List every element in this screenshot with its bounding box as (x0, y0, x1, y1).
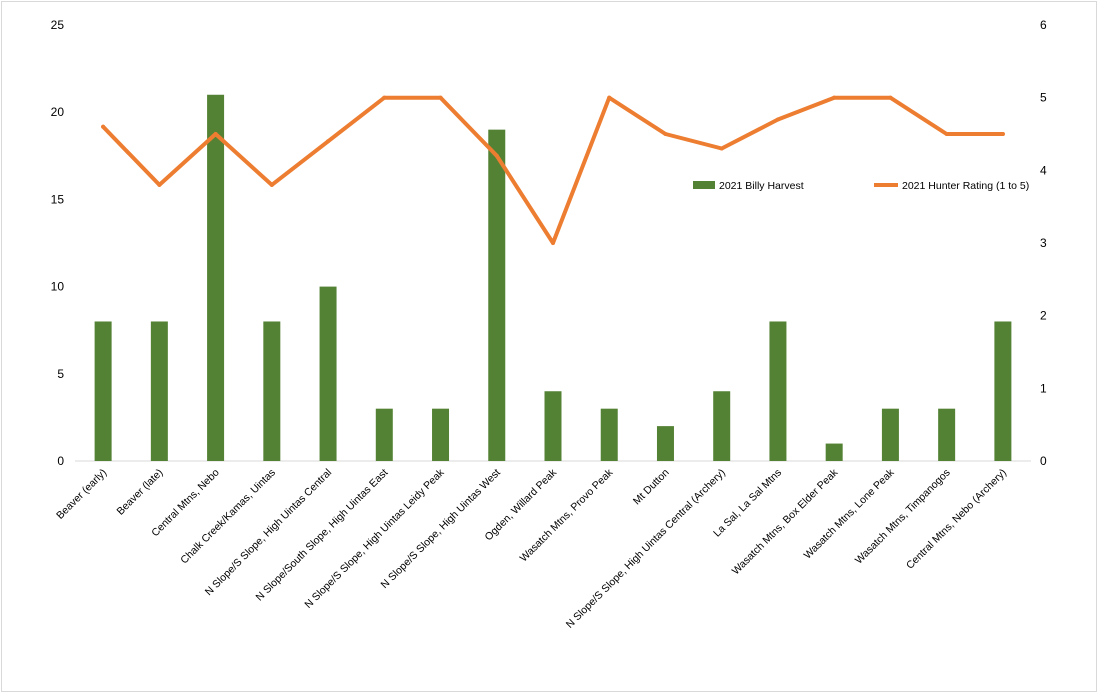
left-axis-tick-label: 25 (51, 18, 65, 32)
rating-point (326, 139, 331, 144)
bar (600, 408, 618, 461)
rating-point (832, 95, 837, 100)
right-axis-tick-label: 4 (1040, 163, 1047, 177)
bar (375, 408, 393, 461)
bar (263, 321, 281, 461)
legend: 2021 Billy Harvest 2021 Hunter Rating (1… (693, 180, 1029, 192)
bar (488, 129, 506, 461)
left-axis-tick-label: 20 (51, 105, 65, 119)
category-label: Central Mtns, Nebo (Archery) (904, 467, 1009, 572)
category-label: Beaver (late) (114, 467, 165, 518)
rating-point (551, 241, 555, 245)
left-axis: 0 5 10 15 20 25 (51, 18, 65, 468)
left-axis-tick-label: 10 (51, 280, 65, 294)
left-axis-tick-label: 5 (57, 367, 64, 381)
category-label: Mt Dutton (631, 467, 672, 508)
right-axis-tick-label: 1 (1040, 381, 1047, 395)
category-label: Chalk Creek/Kamas, Uintas (178, 467, 278, 567)
rating-point (944, 132, 949, 136)
bar (769, 321, 787, 461)
bar (94, 321, 112, 461)
rating-point (157, 182, 162, 187)
bar-series (94, 94, 1012, 461)
rating-line (101, 95, 1005, 245)
rating-point (719, 146, 724, 151)
right-axis-tick-label: 0 (1040, 454, 1047, 468)
bar (207, 94, 225, 461)
category-label: Wasatch Mtns, Box Elder Peak (730, 466, 841, 577)
rating-point (269, 182, 274, 187)
bar (544, 391, 562, 461)
category-labels: Beaver (early) Beaver (late) Central Mtns,… (54, 466, 1009, 631)
rating-point (888, 95, 893, 100)
bar (881, 408, 899, 461)
bar (150, 321, 168, 461)
legend-bar-swatch (693, 181, 715, 189)
line-series (101, 95, 1005, 245)
rating-point (438, 95, 443, 100)
bar (656, 426, 674, 461)
right-axis-tick-label: 2 (1040, 309, 1047, 323)
category-label: N Slope/S Slope, High Uintas Central (203, 467, 334, 598)
category-label: Wasatch Mtns, Timpanogos (853, 467, 953, 567)
rating-point (775, 117, 780, 122)
legend-bar-label: 2021 Billy Harvest (719, 180, 804, 192)
category-label: Wasatch Mtns, Provo Peak (518, 466, 616, 564)
rating-point (607, 95, 612, 100)
category-label: Wasatch Mtns, Lone Peak (802, 466, 897, 561)
bar (319, 286, 337, 461)
bar (938, 408, 956, 461)
rating-point (1000, 132, 1005, 136)
right-axis-tick-label: 3 (1040, 236, 1047, 250)
rating-point (663, 132, 668, 136)
right-axis-tick-label: 5 (1040, 91, 1047, 105)
right-axis: 0 1 2 3 4 5 6 (1040, 18, 1047, 468)
category-label: Beaver (early) (54, 467, 109, 522)
bar (825, 443, 843, 461)
rating-point (494, 153, 499, 158)
legend-line-label: 2021 Hunter Rating (1 to 5) (902, 180, 1029, 192)
rating-point (382, 95, 387, 100)
category-label: N Slope/S Slope, High Uintas West (379, 467, 503, 591)
left-axis-tick-label: 15 (51, 192, 65, 206)
right-axis-tick-label: 6 (1040, 18, 1047, 32)
bar (994, 321, 1012, 461)
rating-point (213, 132, 218, 136)
left-axis-tick-label: 0 (57, 454, 64, 468)
rating-point (101, 124, 106, 129)
bar (713, 391, 731, 461)
bar (432, 408, 450, 461)
